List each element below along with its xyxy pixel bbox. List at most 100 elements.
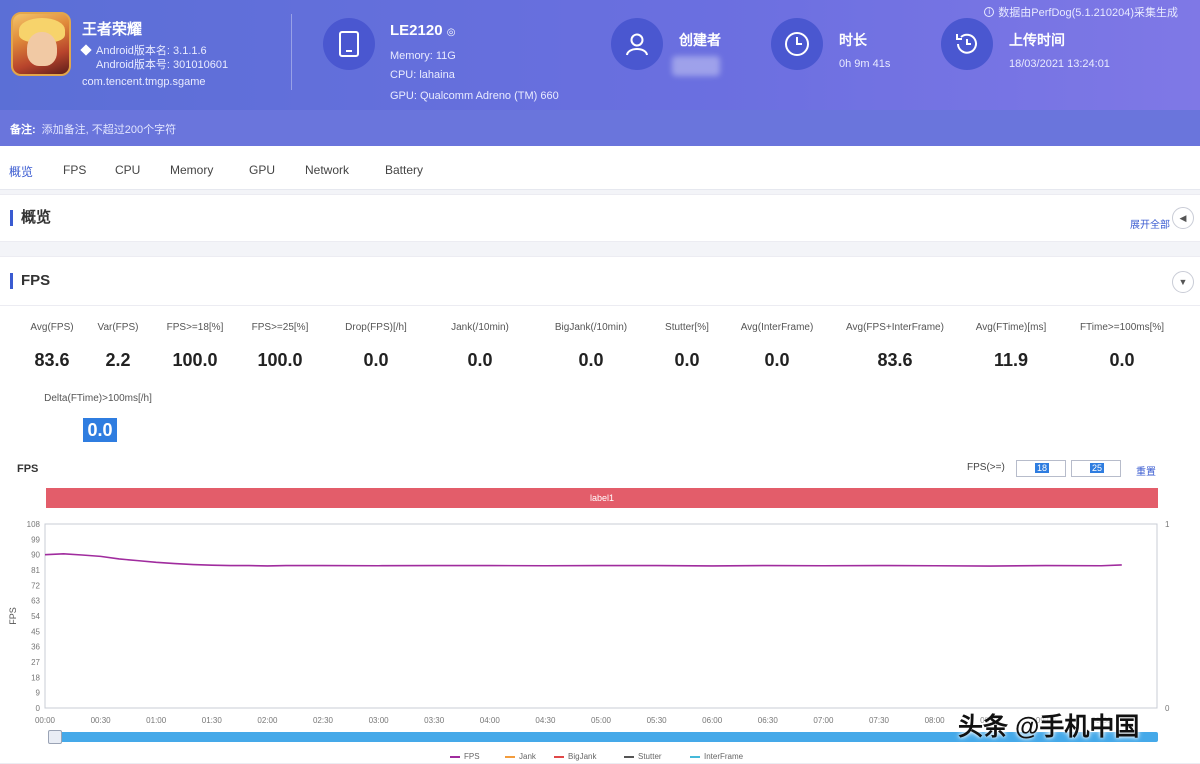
x-tick-label: 08:00: [925, 716, 946, 725]
expand-all-link[interactable]: 展开全部: [1130, 220, 1170, 231]
metric-value: 100.0: [172, 350, 218, 370]
note-label: 备注:: [10, 124, 36, 136]
delta-value[interactable]: 0.0: [83, 418, 117, 442]
legend-swatch: [505, 755, 515, 758]
x-tick-label: 07:00: [813, 716, 834, 725]
y-axis-label: FPS: [8, 607, 18, 625]
metric-value: 0.0: [578, 350, 604, 370]
upload-label: 上传时间: [1009, 32, 1065, 48]
reset-link[interactable]: 重置: [1136, 467, 1156, 478]
x-tick-label: 04:30: [535, 716, 556, 725]
x-tick-label: 03:30: [424, 716, 445, 725]
y-tick-label: 0: [36, 704, 41, 713]
legend-item[interactable]: InterFrame: [690, 752, 743, 761]
metric-value: 0.0: [467, 350, 493, 370]
creator-value-blurred: [672, 56, 720, 76]
x-tick-label: 03:00: [369, 716, 390, 725]
device-memory: Memory: 11G: [390, 50, 456, 62]
metric-label: Var(FPS): [97, 322, 139, 333]
y-tick-label: 99: [31, 535, 40, 544]
x-tick-label: 05:30: [647, 716, 668, 725]
metric-label: Drop(FPS)[/h]: [345, 322, 407, 333]
metric-label: Avg(InterFrame): [740, 322, 814, 333]
x-tick-label: 05:00: [591, 716, 612, 725]
x-tick-label: 06:00: [702, 716, 723, 725]
tab-memory[interactable]: Memory: [170, 163, 214, 177]
app-version-code: Android版本号: 301010601: [96, 59, 229, 71]
overview-panel: 概览 展开全部 ◀: [0, 194, 1200, 242]
legend-item[interactable]: Stutter: [624, 752, 662, 761]
fps-panel-title: FPS: [10, 273, 50, 289]
tab-battery[interactable]: Battery: [385, 163, 424, 177]
legend-item[interactable]: BigJank: [554, 752, 596, 761]
x-tick-label: 00:30: [91, 716, 112, 725]
creator-label: 创建者: [679, 32, 721, 48]
legend-item[interactable]: FPS: [450, 752, 480, 761]
x-tick-label: 09:00: [1036, 716, 1057, 725]
report-header: i 数据由PerfDog(5.1.210204)采集生成 王者荣耀 Android…: [0, 0, 1200, 110]
metric-value: 2.2: [105, 350, 131, 370]
fps-line-chart[interactable]: 0 9 18 27 36 45 54 63 72 81 90 99 108 0 1 FPS 00:00 00:30…: [0, 508, 1200, 728]
fps-threshold-input-2[interactable]: 25: [1071, 460, 1121, 477]
plot-area: [44, 523, 1158, 709]
x-tick-label: 02:30: [313, 716, 334, 725]
y-tick-label: 72: [31, 581, 40, 590]
header-divider: [291, 14, 292, 90]
x-tick-label: 01:30: [202, 716, 223, 725]
fps-threshold-input-1[interactable]: 18: [1016, 460, 1066, 477]
label-bar[interactable]: label1: [46, 488, 1158, 508]
y-tick-label: 63: [31, 597, 40, 606]
upload-value: 18/03/2021 13:24:01: [1009, 58, 1110, 70]
x-tick-label: 02:00: [257, 716, 278, 725]
tab-bar: 概览 FPS CPU Memory GPU Network Battery: [0, 146, 1200, 190]
metric-value: 0.0: [764, 350, 790, 370]
metric-label: FPS>=25[%]: [251, 322, 309, 333]
info-icon: i: [984, 7, 995, 17]
metric-label: Avg(FPS+InterFrame): [846, 322, 944, 333]
metric-label: BigJank(/10min): [554, 322, 628, 333]
metric-value: 0.0: [363, 350, 389, 370]
y-tick-label: 81: [31, 566, 40, 575]
y2-tick-label: 1: [1165, 520, 1170, 529]
x-tick-label: 00:00: [35, 716, 56, 725]
legend-swatch: [690, 755, 700, 758]
note-bar[interactable]: 备注: 添加备注, 不超过200个字符: [0, 110, 1200, 146]
clock-icon: [771, 18, 823, 70]
x-tick-label: 01:00: [146, 716, 167, 725]
chart-title: FPS: [17, 463, 39, 475]
note-placeholder: 添加备注, 不超过200个字符: [41, 124, 177, 136]
metric-value: 0.0: [1109, 350, 1135, 370]
metric-label: Avg(FPS): [30, 322, 74, 333]
tab-fps[interactable]: FPS: [63, 163, 87, 177]
watermark: 头条 @手机中国: [958, 713, 1140, 741]
app-icon: [11, 12, 71, 76]
collapse-left-button[interactable]: ◀: [1172, 207, 1194, 229]
overview-title: 概览: [10, 210, 51, 226]
duration-value: 0h 9m 41s: [839, 58, 891, 70]
metric-value: 100.0: [257, 350, 303, 370]
y-tick-label: 90: [31, 551, 40, 560]
tab-gpu[interactable]: GPU: [249, 163, 276, 177]
device-icon: [323, 18, 375, 70]
legend-swatch: [450, 755, 460, 758]
legend-swatch: [554, 755, 564, 758]
time-range-slider[interactable]: [48, 732, 1158, 742]
metric-value: 83.6: [877, 350, 913, 370]
tab-network[interactable]: Network: [305, 163, 350, 177]
metric-label: FPS>=18[%]: [166, 322, 224, 333]
duration-label: 时长: [839, 32, 867, 48]
x-tick-label: 08:30: [980, 716, 1001, 725]
x-tick-label: 06:30: [758, 716, 779, 725]
slider-handle[interactable]: [48, 730, 62, 744]
x-tick-label: 04:00: [480, 716, 501, 725]
y-tick-label: 54: [31, 612, 40, 621]
collapse-down-button[interactable]: ▼: [1172, 271, 1194, 293]
tab-overview[interactable]: 概览: [9, 165, 34, 179]
metric-label: Avg(FTime)[ms]: [975, 322, 1047, 333]
y-tick-label: 36: [31, 643, 40, 652]
y-tick-label: 18: [31, 673, 40, 682]
x-tick-label: 09:30: [1091, 716, 1112, 725]
device-gpu: GPU: Qualcomm Adreno (TM) 660: [390, 90, 559, 102]
tab-cpu[interactable]: CPU: [115, 163, 141, 177]
legend-item[interactable]: Jank: [505, 752, 536, 761]
